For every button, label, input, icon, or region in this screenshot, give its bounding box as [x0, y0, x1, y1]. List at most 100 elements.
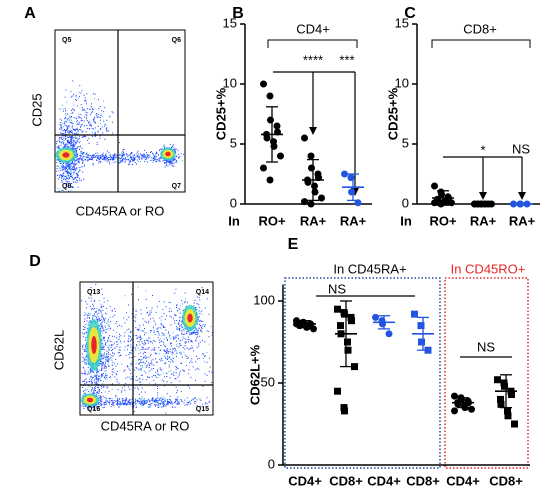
- event-dot: [110, 158, 112, 160]
- flow-plot: [55, 80, 185, 192]
- event-dot: [199, 335, 201, 337]
- plot-frame: [54, 29, 186, 193]
- event-dot: [101, 400, 103, 402]
- event-dot: [61, 165, 63, 167]
- event-dot: [84, 327, 86, 329]
- event-dot: [97, 157, 99, 159]
- event-dot: [161, 340, 163, 342]
- event-dot: [81, 360, 83, 362]
- event-dot: [116, 403, 118, 405]
- event-dot: [118, 403, 120, 405]
- event-dot: [202, 324, 204, 326]
- data-point: [277, 152, 284, 160]
- event-dot: [201, 320, 203, 322]
- event-dot: [100, 355, 102, 357]
- event-dot: [146, 339, 148, 341]
- event-dot: [135, 311, 137, 313]
- event-dot: [180, 317, 182, 319]
- group-box: [444, 277, 529, 469]
- event-dot: [199, 405, 201, 407]
- event-dot: [78, 91, 80, 93]
- event-dot: [90, 158, 92, 160]
- event-dot: [94, 93, 96, 95]
- event-dot: [83, 155, 85, 157]
- arrow-head: [309, 127, 317, 135]
- event-dot: [167, 402, 169, 404]
- event-dot: [175, 160, 177, 162]
- event-dot: [62, 142, 64, 144]
- event-dot: [155, 398, 157, 400]
- event-dot: [145, 355, 147, 357]
- event-dot: [88, 157, 90, 159]
- event-dot: [119, 402, 121, 404]
- event-dot: [112, 316, 114, 318]
- event-dot: [72, 129, 74, 131]
- event-dot: [67, 139, 69, 141]
- event-dot: [165, 404, 167, 406]
- data-point: [348, 317, 355, 325]
- event-dot: [126, 159, 128, 161]
- event-dot: [112, 329, 114, 331]
- event-dot: [104, 123, 106, 125]
- event-dot: [68, 168, 70, 170]
- event-dot: [65, 117, 67, 119]
- event-dot: [71, 95, 73, 97]
- event-dot: [91, 379, 93, 381]
- event-dot: [94, 308, 96, 310]
- event-dot: [98, 319, 100, 321]
- event-dot: [139, 378, 141, 380]
- event-dot: [183, 153, 185, 155]
- event-dot: [173, 149, 175, 151]
- event-dot: [163, 403, 165, 405]
- event-dot: [133, 403, 135, 405]
- event-dot: [77, 176, 79, 178]
- event-dot: [81, 131, 83, 133]
- event-dot: [88, 314, 90, 316]
- event-dot: [100, 330, 102, 332]
- event-dot: [126, 345, 128, 347]
- event-dot: [131, 379, 133, 381]
- event-dot: [164, 349, 166, 351]
- event-dot: [73, 144, 75, 146]
- event-dot: [100, 319, 102, 321]
- event-dot: [106, 375, 108, 377]
- event-dot: [155, 376, 157, 378]
- event-dot: [105, 154, 107, 156]
- event-dot: [95, 114, 97, 116]
- event-dot: [99, 398, 101, 400]
- event-dot: [144, 348, 146, 350]
- event-dot: [65, 136, 67, 138]
- event-dot: [177, 401, 179, 403]
- event-dot: [94, 375, 96, 377]
- event-dot: [153, 364, 155, 366]
- event-dot: [95, 375, 97, 377]
- event-dot: [62, 135, 64, 137]
- event-dot: [117, 400, 119, 402]
- data-point: [273, 122, 281, 130]
- event-dot: [208, 313, 210, 315]
- event-dot: [140, 383, 142, 385]
- panel-letter: C: [404, 5, 416, 22]
- event-dot: [180, 351, 182, 353]
- event-dot: [86, 356, 88, 358]
- event-dot: [79, 158, 81, 160]
- event-dot: [75, 118, 77, 120]
- event-dot: [85, 363, 87, 365]
- event-dot: [119, 162, 121, 164]
- event-dot: [169, 401, 171, 403]
- event-dot: [179, 312, 181, 314]
- event-dot: [160, 345, 162, 347]
- event-dot: [77, 141, 79, 143]
- event-dot: [105, 404, 107, 406]
- event-dot: [74, 140, 76, 142]
- event-dot: [71, 183, 73, 185]
- event-dot: [152, 368, 154, 370]
- panel-letter: D: [29, 253, 41, 270]
- event-dot: [155, 311, 157, 313]
- event-dot: [98, 395, 100, 397]
- event-dot: [143, 157, 145, 159]
- event-dot: [164, 398, 166, 400]
- event-dot: [101, 375, 103, 377]
- event-dot: [61, 179, 63, 181]
- event-dot: [165, 353, 167, 355]
